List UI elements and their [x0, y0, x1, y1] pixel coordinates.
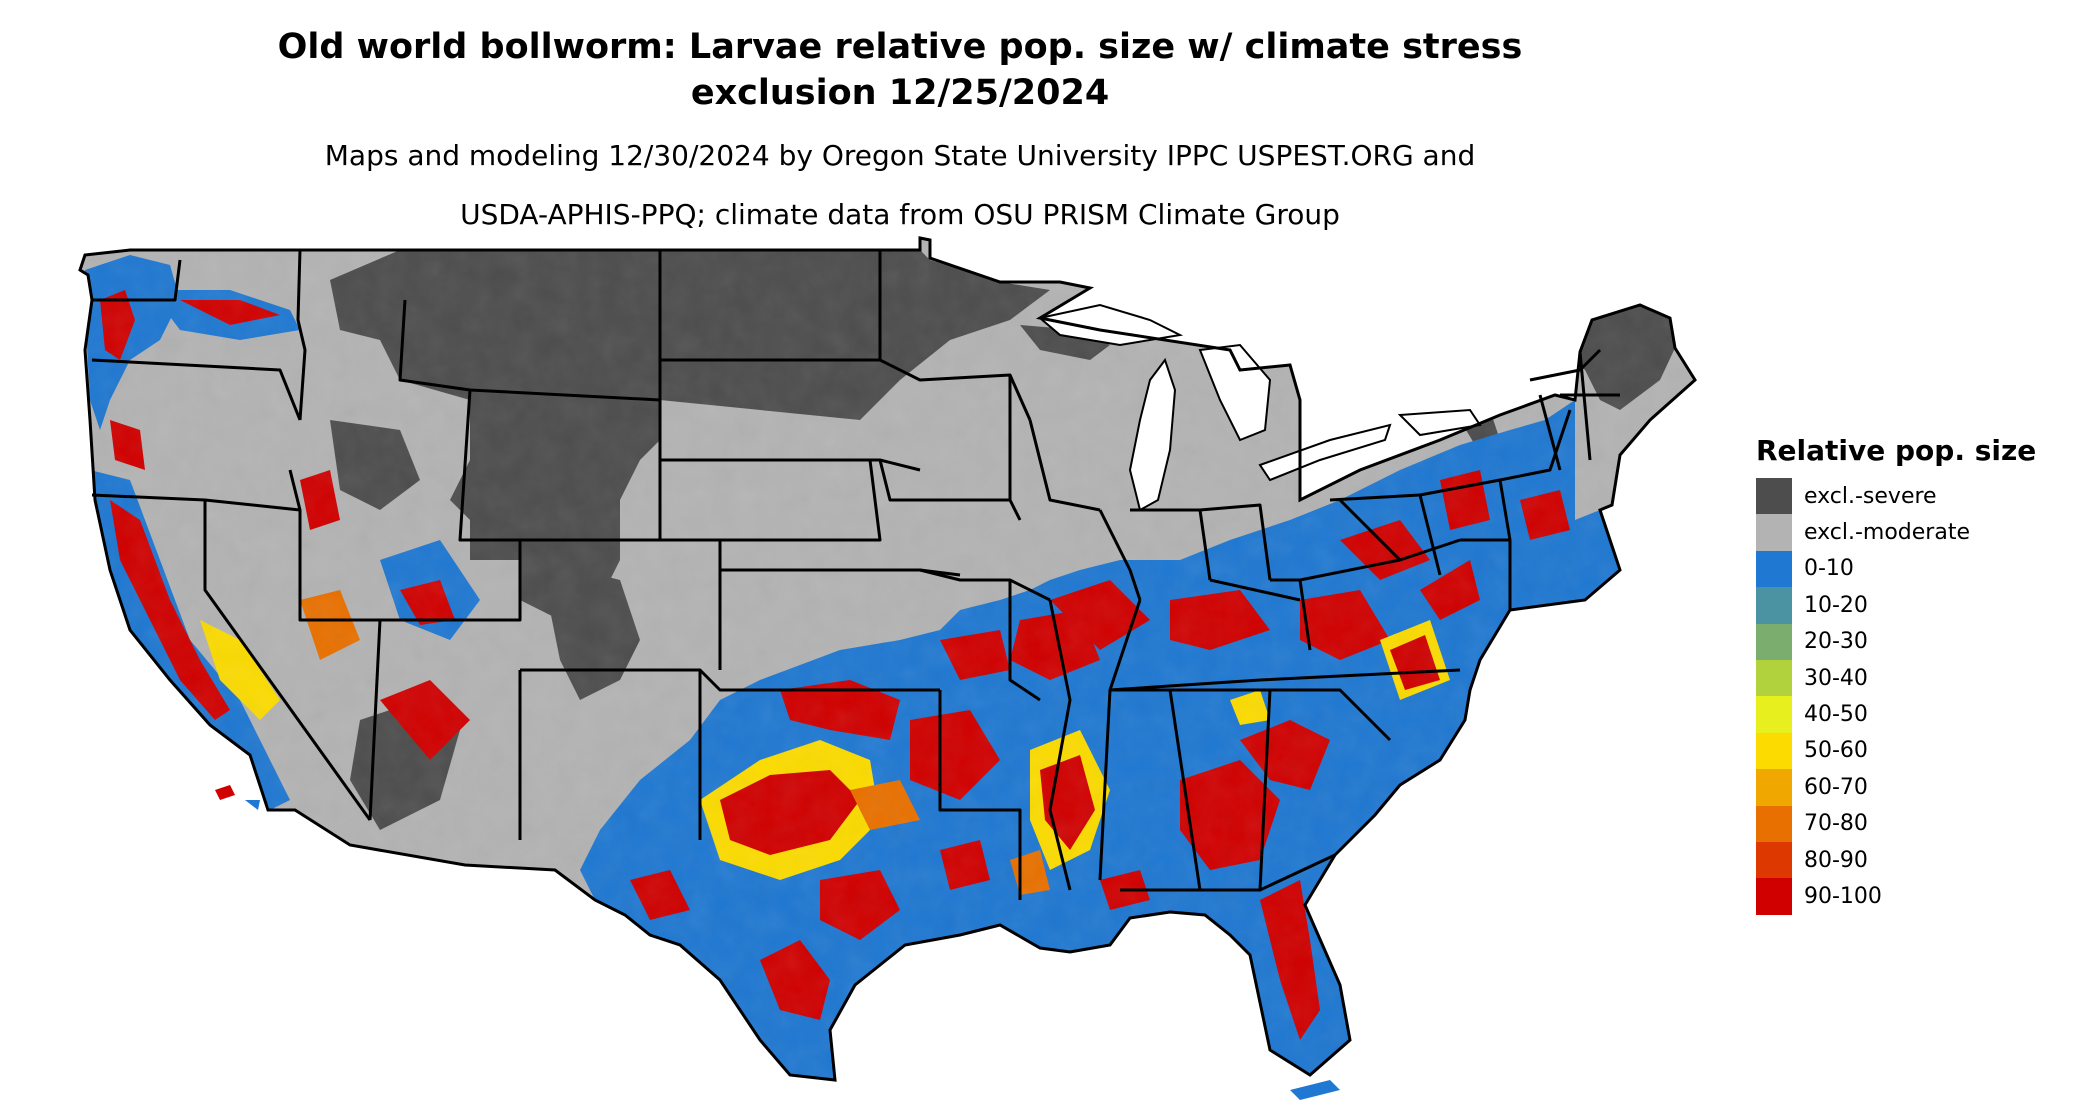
- map-subtitle-line-1: Maps and modeling 12/30/2024 by Oregon S…: [324, 139, 1476, 172]
- legend-title: Relative pop. size: [1756, 434, 2037, 467]
- legend-item: 90-100: [1756, 878, 2086, 915]
- legend-label: excl.-severe: [1804, 483, 1937, 509]
- legend-swatch: [1756, 732, 1792, 770]
- great-lakes: [1037, 303, 1482, 512]
- legend-swatch: [1756, 841, 1792, 879]
- state-borders: [91, 249, 1620, 900]
- legend-item: excl.-moderate: [1756, 514, 2086, 551]
- islands: [215, 785, 1340, 1100]
- legend-item: 50-60: [1756, 732, 2086, 770]
- legend-swatch: [1756, 878, 1792, 915]
- legend-label: 80-90: [1804, 847, 1868, 873]
- map-subtitle-line-2: USDA-APHIS-PPQ; climate data from OSU PR…: [460, 198, 1340, 231]
- legend-label: 60-70: [1804, 774, 1868, 800]
- map-title-line-2: exclusion 12/25/2024: [690, 73, 1110, 113]
- legend-swatch: [1756, 696, 1792, 733]
- legend-item: excl.-severe: [1756, 478, 2086, 515]
- map-title-line-1: Old world bollworm: Larvae relative pop.…: [277, 27, 1523, 67]
- legend-items: excl.-severe excl.-moderate 0-10 10-20 20-30…: [1756, 478, 2086, 915]
- legend-swatch: [1756, 805, 1792, 842]
- legend-swatch: [1756, 587, 1792, 624]
- legend-label: 20-30: [1804, 629, 1868, 655]
- legend-label: excl.-moderate: [1804, 520, 1970, 546]
- legend-label: 40-50: [1804, 702, 1868, 728]
- legend-item: 30-40: [1756, 659, 2086, 697]
- legend-label: 50-60: [1804, 738, 1868, 764]
- legend-item: 70-80: [1756, 805, 2086, 842]
- raster-texture: [80, 238, 1695, 1080]
- legend-swatch: [1756, 478, 1792, 515]
- legend-swatch: [1756, 769, 1792, 806]
- legend: Relative pop. size excl.-severe excl.-mod…: [1756, 432, 2086, 915]
- title-block: Old world bollworm: Larvae relative pop.…: [0, 24, 1800, 234]
- legend-swatch: [1756, 514, 1792, 551]
- legend-item: 80-90: [1756, 841, 2086, 879]
- legend-label: 90-100: [1804, 883, 1882, 909]
- legend-label: 70-80: [1804, 811, 1868, 837]
- legend-swatch: [1756, 659, 1792, 697]
- legend-item: 60-70: [1756, 769, 2086, 806]
- legend-item: 0-10: [1756, 550, 2086, 588]
- map-raster: [80, 238, 1695, 1080]
- legend-label: 0-10: [1804, 556, 1854, 582]
- legend-item: 40-50: [1756, 696, 2086, 733]
- legend-item: 20-30: [1756, 623, 2086, 660]
- legend-label: 10-20: [1804, 592, 1868, 618]
- legend-label: 30-40: [1804, 665, 1868, 691]
- legend-swatch: [1756, 623, 1792, 660]
- legend-item: 10-20: [1756, 587, 2086, 624]
- legend-swatch: [1756, 550, 1792, 588]
